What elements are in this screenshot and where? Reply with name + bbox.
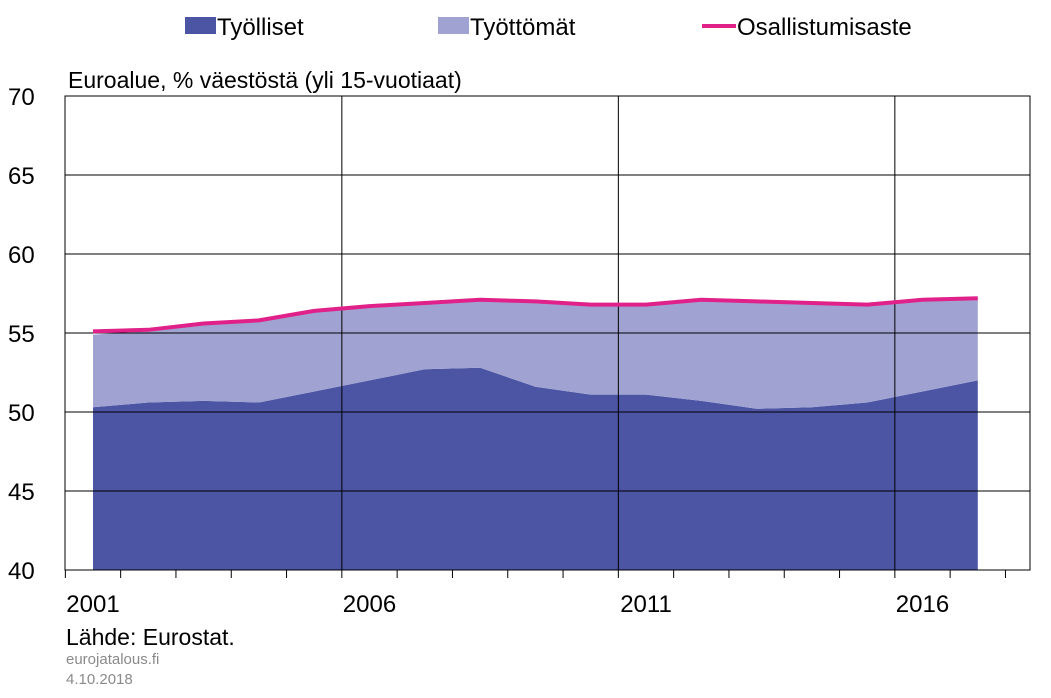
gridlines — [65, 96, 1030, 570]
y-tick-label: 45 — [8, 479, 35, 506]
area-työttömät — [93, 298, 978, 409]
legend-swatch — [438, 17, 469, 34]
y-tick-label: 70 — [8, 84, 35, 111]
legend: Työlliset Työttömät Osallistumisaste — [185, 14, 912, 41]
x-tick-label: 2001 — [66, 591, 119, 618]
chart-subtitle: Euroalue, % väestöstä (yli 15-vuotiaat) — [68, 67, 462, 93]
y-tick-label: 50 — [8, 400, 35, 427]
publish-date: 4.10.2018 — [66, 671, 133, 688]
x-tick-label: 2016 — [896, 591, 949, 618]
legend-label: Osallistumisaste — [737, 14, 912, 41]
y-tick-label: 40 — [8, 558, 35, 585]
legend-label: Työlliset — [217, 14, 304, 41]
area-työlliset — [93, 367, 978, 570]
y-tick-label: 55 — [8, 321, 35, 348]
line-osallistumisaste — [92, 296, 978, 334]
y-axis: 40 45 50 55 60 65 70 — [8, 84, 35, 585]
legend-swatch — [185, 17, 216, 34]
legend-label: Työttömät — [470, 14, 576, 41]
plot-border — [64, 95, 1031, 571]
x-axis: 2001 2006 2011 2016 — [64, 570, 1006, 618]
x-tick-label: 2006 — [343, 591, 396, 618]
footer: Lähde: Eurostat. eurojatalous.fi 4.10.20… — [66, 624, 235, 690]
site-name: eurojatalous.fi — [66, 651, 160, 668]
y-tick-label: 65 — [8, 163, 35, 190]
y-tick-label: 60 — [8, 242, 35, 269]
x-tick-label: 2011 — [620, 591, 672, 618]
areas — [93, 298, 978, 570]
line-series — [92, 296, 978, 334]
source-note: Lähde: Eurostat. — [66, 624, 235, 650]
plot-frame — [64, 95, 1031, 571]
